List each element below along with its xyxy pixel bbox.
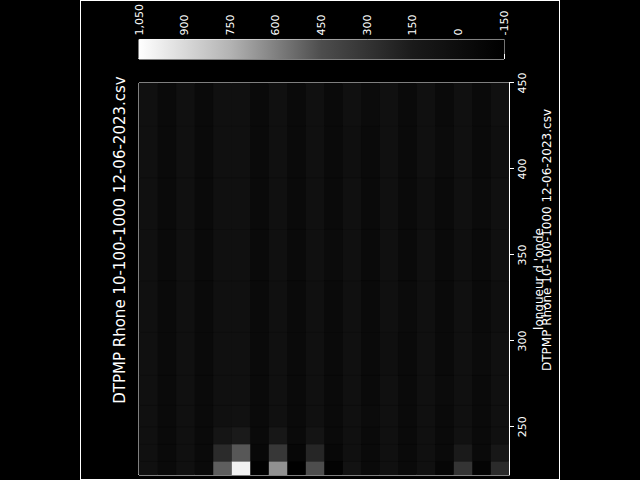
svg-text:450: 450 — [315, 14, 328, 35]
svg-text:1,050: 1,050 — [133, 4, 146, 36]
svg-text:0: 0 — [452, 28, 465, 35]
svg-text:400: 400 — [516, 158, 529, 179]
svg-text:350: 350 — [516, 244, 529, 265]
svg-text:-150: -150 — [498, 11, 511, 36]
svg-text:600: 600 — [269, 14, 282, 35]
svg-text:750: 750 — [224, 14, 237, 35]
svg-text:900: 900 — [178, 14, 191, 35]
svg-text:300: 300 — [516, 330, 529, 351]
svg-text:450: 450 — [516, 73, 529, 94]
svg-text:150: 150 — [406, 14, 419, 35]
svg-text:250: 250 — [516, 416, 529, 437]
svg-text:300: 300 — [361, 14, 374, 35]
svg-text:DTPMP Rhone 10-100-1000 12-06-: DTPMP Rhone 10-100-1000 12-06-2023.csv — [111, 76, 129, 404]
svg-text:longueur d 'onde: longueur d 'onde — [531, 228, 546, 330]
svg-text:DTPMP Rhone 10-100-1000 12-06-: DTPMP Rhone 10-100-1000 12-06-2023.csv — [540, 109, 554, 371]
